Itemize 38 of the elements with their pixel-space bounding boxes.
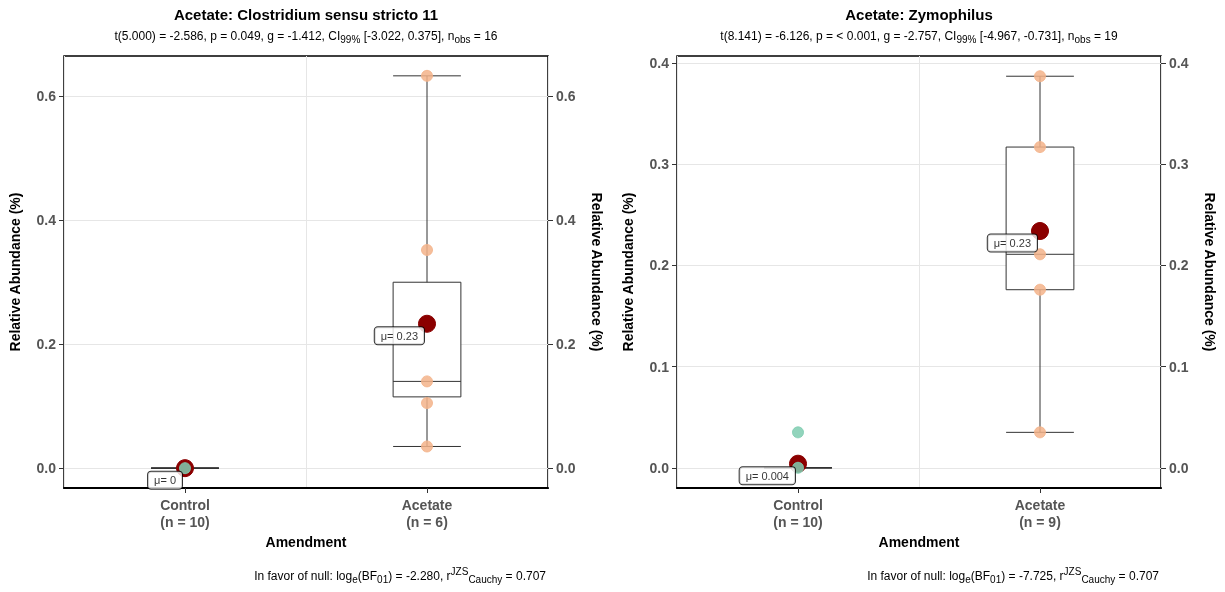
chart-title: Acetate: Zymophilus — [844, 6, 994, 23]
y2-tick-label: 0.1 — [1169, 358, 1189, 375]
x-tick-label: Control (n = 10) — [160, 496, 210, 530]
annotation: μ= 0.004 — [745, 469, 789, 482]
y2-tick-label: 0.0 — [556, 460, 576, 477]
y-tick-label: 0.1 — [649, 358, 670, 375]
y-tick-label: 0.3 — [649, 156, 670, 173]
y-tick-label: 0.2 — [649, 257, 670, 274]
x-tick-label: Acetate (n = 9) — [1014, 496, 1066, 530]
y2-tick-label: 0.2 — [1169, 257, 1189, 274]
y2-axis-title: Relative Abundance (%) — [1202, 192, 1218, 352]
annotation: μ= 0.23 — [380, 329, 418, 342]
y-tick-label: 0.0 — [649, 459, 670, 476]
y2-tick-label: 0.4 — [556, 212, 576, 229]
x-tick-label: Control (n = 10) — [773, 496, 823, 530]
chart-subtitle: t(5.000) = -2.586, p = 0.049, g = -1.412, CI$_{99%}$ [-3.022, 0.375], n$_{obs}$ = 16 — [113, 29, 499, 46]
y-axis-title: Relative Abundance (%) — [620, 192, 636, 352]
x-tick-label: Acetate (n = 6) — [401, 496, 453, 530]
y-axis-title: Relative Abundance (%) — [7, 192, 23, 352]
y-tick-label: 0.0 — [36, 460, 57, 477]
y-tick-label: 0.4 — [36, 212, 57, 229]
y2-tick-label: 0.0 — [1169, 459, 1189, 476]
y2-tick-label: 0.4 — [1169, 55, 1189, 72]
y2-tick-label: 0.3 — [1169, 156, 1189, 173]
y2-tick-label: 0.6 — [556, 88, 576, 105]
text: In favor of null: log$_{e}$(BF$_{01}$) = -2.280, r$^{JZS}$$_{Cauchy}$ = 0.707 — [254, 566, 546, 586]
annotation: μ= 0 — [154, 474, 176, 487]
annotation: μ= 0.23 — [993, 237, 1031, 250]
text: In favor of null: log$_{e}$(BF$_{01}$) = -7.725, r$^{JZS}$$_{Cauchy}$ = 0.707 — [867, 566, 1159, 586]
y-tick-label: 0.4 — [649, 55, 670, 72]
x-axis-title: Amendment — [265, 533, 347, 550]
y-tick-label: 0.2 — [36, 336, 57, 353]
y2-axis-title: Relative Abundance (%) — [589, 192, 605, 352]
y2-tick-label: 0.2 — [556, 336, 576, 353]
chart-subtitle: t(8.141) = -6.126, p = < 0.001, g = -2.757, CI$_{99%}$ [-4.967, -0.731], n$_{obs}$ = 19 — [719, 29, 1119, 46]
y-tick-label: 0.6 — [36, 88, 57, 105]
chart-title: Acetate: Clostridium sensu stricto 11 — [172, 6, 440, 23]
x-axis-title: Amendment — [878, 533, 960, 550]
